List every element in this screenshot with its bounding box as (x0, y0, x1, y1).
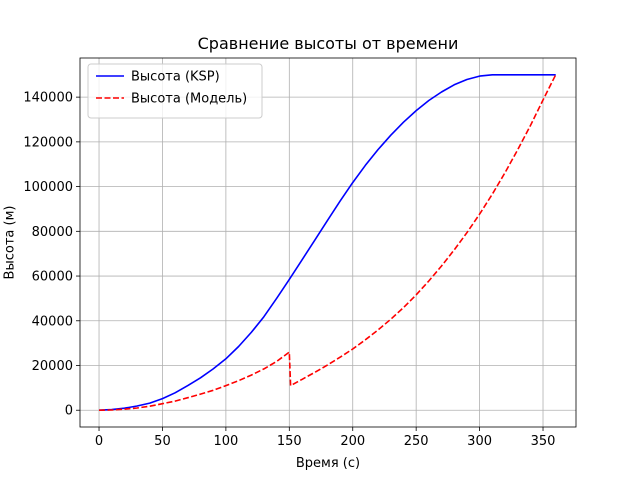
legend-box (87, 63, 263, 119)
y-tick-label: 40000 (32, 314, 73, 329)
series-layer (98, 74, 557, 411)
x-tick-label: 200 (340, 434, 365, 449)
x-tick-label: 150 (277, 434, 302, 449)
y-tick-label: 0 (65, 404, 73, 419)
axis-ticks: 0 50 100 150 200 250 300 350 0 20000 40000 60000 800… (23, 91, 555, 449)
y-tick-label: 80000 (32, 225, 73, 240)
x-tick-label: 350 (531, 434, 556, 449)
y-tick-label: 20000 (32, 359, 73, 374)
y-axis-label: Высота (м) (3, 206, 18, 280)
y-tick-label: 60000 (32, 270, 73, 285)
grid (80, 58, 576, 427)
y-tick-label: 140000 (23, 91, 73, 106)
legend-label: Высота (Модель) (131, 92, 247, 107)
plot-frame (79, 57, 577, 428)
x-tick-label: 0 (95, 434, 103, 449)
legend: Высота (KSP) Высота (Модель) (87, 63, 263, 119)
x-tick-label: 100 (213, 434, 238, 449)
y-tick-label: 100000 (23, 180, 73, 195)
series-line (98, 74, 556, 411)
x-tick-label: 300 (467, 434, 492, 449)
x-tick-label: 50 (154, 434, 171, 449)
chart-title: Сравнение высоты от времени (198, 34, 459, 53)
x-tick-label: 250 (404, 434, 429, 449)
y-tick-label: 120000 (23, 135, 73, 150)
x-axis-label: Время (с) (296, 456, 360, 471)
series-line (98, 74, 557, 411)
legend-label: Высота (KSP) (131, 70, 220, 85)
